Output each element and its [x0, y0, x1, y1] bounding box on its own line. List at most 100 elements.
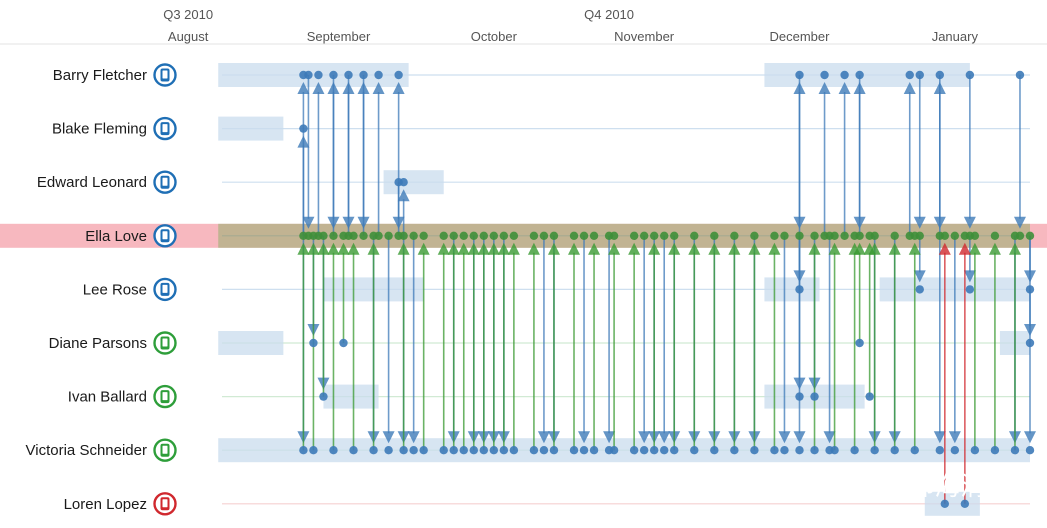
event-node	[509, 446, 519, 455]
event-node	[649, 231, 659, 240]
event-node	[810, 392, 819, 401]
link-arrow	[397, 189, 410, 202]
event-node	[780, 231, 789, 240]
link-arrow	[958, 242, 971, 255]
event-node	[319, 392, 328, 401]
event-node	[609, 231, 619, 240]
link-arrow	[507, 242, 520, 255]
nodes-layer	[299, 70, 1035, 508]
event-node	[419, 231, 428, 240]
event-node	[840, 231, 849, 240]
person-label-loren-lopez[interactable]: Loren Lopez	[64, 496, 147, 513]
activity-band	[323, 384, 379, 409]
link-arrow	[963, 216, 976, 229]
event-node	[970, 446, 980, 455]
link-arrow	[948, 431, 961, 444]
event-node	[309, 338, 318, 348]
link-arrow	[327, 216, 340, 229]
link-arrow	[628, 242, 641, 255]
activity-band	[924, 491, 980, 516]
event-node	[394, 70, 403, 80]
link-arrow	[688, 242, 701, 255]
link-arrow	[853, 216, 866, 229]
person-label-blake-fleming[interactable]: Blake Fleming	[52, 121, 147, 138]
link-arrow	[588, 242, 601, 255]
month-label: September	[307, 29, 371, 44]
event-node	[399, 231, 408, 240]
event-node	[690, 231, 699, 240]
person-label-lee-rose[interactable]: Lee Rose	[83, 281, 147, 298]
event-node	[935, 70, 945, 80]
event-node	[960, 499, 970, 508]
event-node	[329, 446, 338, 455]
link-arrow	[568, 242, 581, 255]
event-node	[409, 446, 418, 455]
link-arrow	[497, 242, 510, 255]
event-node	[730, 231, 739, 240]
event-node	[549, 231, 559, 240]
event-node	[549, 446, 559, 455]
person-label-barry-fletcher[interactable]: Barry Fletcher	[53, 67, 147, 84]
event-node	[479, 446, 489, 455]
person-label-ella-love[interactable]: Ella Love	[85, 228, 147, 245]
event-node	[384, 231, 393, 240]
event-node	[314, 70, 323, 80]
link-arrow	[853, 242, 866, 255]
link-arrow	[1013, 216, 1026, 229]
link-arrow	[938, 242, 951, 255]
link-arrow	[317, 242, 330, 255]
event-node	[589, 446, 599, 455]
event-node	[780, 446, 789, 455]
month-label: December	[770, 29, 831, 44]
event-node	[369, 231, 378, 240]
event-node	[394, 178, 403, 187]
activity-band	[218, 331, 284, 355]
link-arrow	[708, 242, 721, 255]
event-node	[469, 446, 478, 455]
event-node	[569, 446, 579, 455]
event-node	[890, 446, 899, 455]
event-node	[419, 446, 428, 455]
link-arrow	[638, 431, 651, 444]
link-arrow	[357, 216, 370, 229]
link-arrow	[382, 431, 395, 444]
event-node	[890, 231, 899, 240]
event-node	[359, 231, 368, 240]
event-node	[639, 446, 649, 455]
event-node	[1025, 231, 1035, 240]
link-arrow	[407, 431, 420, 444]
event-node	[329, 70, 338, 80]
link-arrow	[838, 82, 851, 94]
event-node	[850, 231, 859, 240]
phone-icon	[153, 384, 177, 409]
person-label-victoria-schneider[interactable]: Victoria Schneider	[26, 442, 147, 459]
event-node	[990, 231, 1000, 240]
link-arrow	[793, 431, 806, 444]
link-arrow	[297, 242, 310, 255]
event-node	[459, 446, 468, 455]
event-node	[649, 446, 659, 455]
event-node	[1010, 446, 1020, 455]
person-label-ivan-ballard[interactable]: Ivan Ballard	[68, 389, 147, 406]
event-node	[369, 446, 378, 455]
link-arrow	[397, 242, 410, 255]
event-node	[1025, 338, 1035, 348]
person-label-diane-parsons[interactable]: Diane Parsons	[49, 335, 147, 352]
event-node	[309, 446, 318, 455]
link-arrow	[913, 216, 926, 229]
person-label-edward-leonard[interactable]: Edward Leonard	[37, 174, 147, 191]
link-arrow	[648, 242, 661, 255]
event-node	[970, 231, 980, 240]
link-arrow	[828, 242, 841, 255]
event-node	[940, 499, 950, 508]
event-node	[539, 446, 549, 455]
event-node	[690, 446, 699, 455]
event-node	[660, 231, 669, 240]
event-node	[489, 231, 499, 240]
event-node	[855, 70, 864, 80]
event-node	[374, 70, 383, 80]
link-arrow	[367, 242, 380, 255]
link-arrow	[768, 242, 781, 255]
event-node	[850, 446, 859, 455]
